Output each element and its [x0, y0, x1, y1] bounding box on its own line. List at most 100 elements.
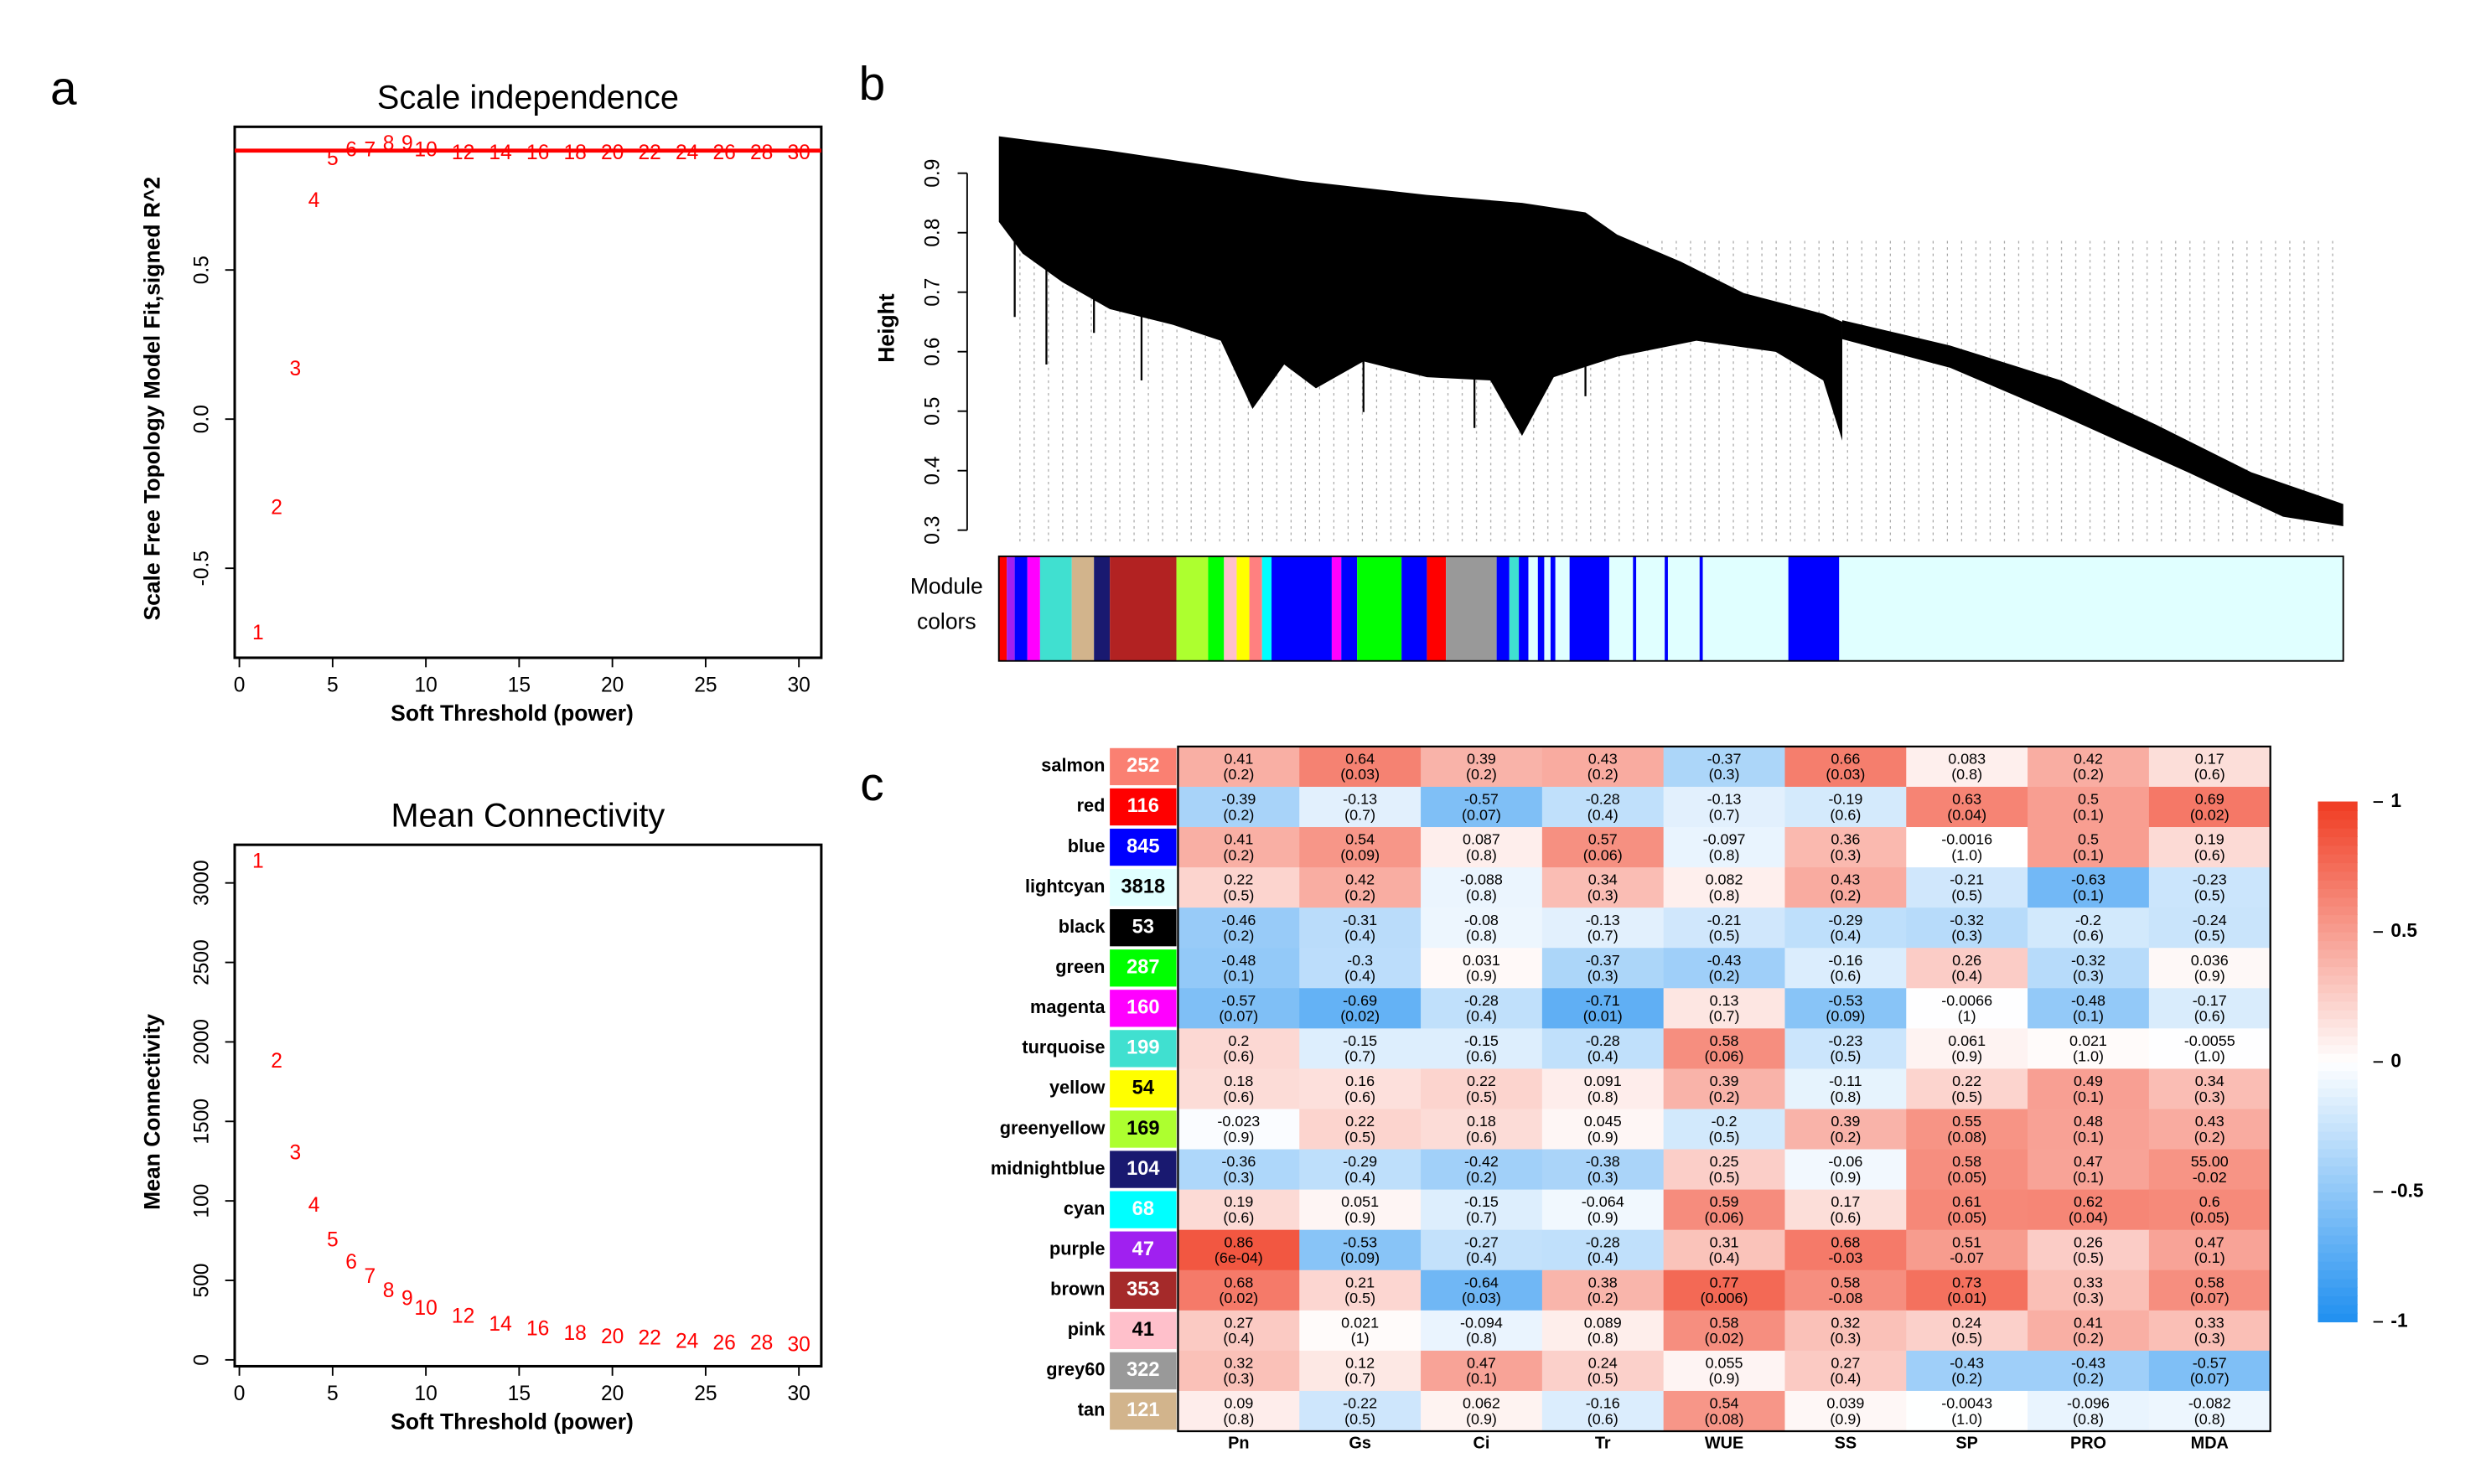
- heatmap-cell: [1421, 746, 1543, 788]
- cell-pvalue: (1.0): [2073, 1048, 2104, 1065]
- cell-pvalue: (0.5): [1709, 928, 1740, 944]
- heatmap-cell: [1784, 1068, 1907, 1110]
- heatmap-frame: [1177, 745, 2271, 1433]
- cell-pvalue: (0.6): [1587, 1410, 1618, 1427]
- cell-value: 0.18: [1467, 1113, 1496, 1130]
- module-size: 121: [1126, 1399, 1159, 1421]
- cell-pvalue: (0.6): [1223, 1048, 1254, 1065]
- cell-pvalue: (0.6): [2073, 928, 2104, 944]
- cell-value: 0.86: [1224, 1233, 1253, 1250]
- heatmap-cell: [1906, 1189, 2028, 1231]
- cell-pvalue: (0.4): [1587, 1249, 1618, 1266]
- point-label: 20: [601, 142, 624, 164]
- heatmap-cell: [1663, 867, 1786, 908]
- heatmap-cell: [1784, 746, 1907, 788]
- cell-value: -0.0016: [1941, 831, 1992, 848]
- cell-pvalue: (0.5): [1587, 1370, 1618, 1387]
- cell-pvalue: (0.02): [1340, 1008, 1380, 1025]
- cell-pvalue: (0.1): [2073, 1129, 2104, 1145]
- cell-pvalue: (0.3): [1587, 968, 1618, 985]
- colorbar-step: [2318, 949, 2358, 959]
- cell-pvalue: (0.2): [1344, 887, 1375, 903]
- point-label: 24: [676, 142, 698, 164]
- colorbar-step: [2318, 1174, 2358, 1184]
- heatmap-cell: [1541, 1310, 1665, 1352]
- module-size: 322: [1126, 1359, 1159, 1381]
- module-swatch: [1110, 1392, 1177, 1430]
- cell-pvalue: (0.2): [2073, 1330, 2104, 1347]
- colorbar-step: [2318, 1052, 2358, 1063]
- point-label: 28: [750, 1331, 773, 1354]
- heatmap-cell: [2028, 1390, 2150, 1432]
- module-swatch: [1110, 1070, 1177, 1108]
- cell-pvalue: (0.8): [1951, 766, 1982, 783]
- x-tick-label: 5: [327, 675, 339, 697]
- colorbar-step: [2318, 1096, 2358, 1106]
- point-label: 22: [638, 1327, 660, 1350]
- heatmap-cell: [1178, 746, 1300, 788]
- cell-value: -0.096: [2067, 1395, 2110, 1412]
- x-tick-label: 0: [234, 1383, 246, 1405]
- y-tick-label: 0.6: [922, 338, 945, 366]
- colorbar-step: [2318, 1113, 2358, 1124]
- cell-value: -0.42: [1464, 1153, 1499, 1170]
- cell-pvalue: (0.8): [1466, 846, 1497, 863]
- colorbar-step: [2318, 1122, 2358, 1132]
- cell-value: 0.54: [1345, 831, 1375, 848]
- cell-value: 0.47: [2195, 1233, 2224, 1250]
- heatmap-cell: [1784, 827, 1907, 868]
- cell-value: -0.088: [1460, 871, 1503, 888]
- cell-value: -0.023: [1217, 1113, 1260, 1130]
- heatmap-cell: [1178, 1149, 1300, 1191]
- point-label: 3: [289, 1141, 301, 1164]
- y-tick-label: 0: [191, 1354, 214, 1366]
- cell-pvalue: (0.8): [1466, 1330, 1497, 1347]
- module-size: 54: [1132, 1078, 1155, 1099]
- cell-value: -0.28: [1464, 992, 1499, 1009]
- cell-pvalue: (0.9): [1951, 1048, 1982, 1065]
- cell-pvalue: (0.6): [1223, 1088, 1254, 1105]
- heatmap-cell: [1421, 786, 1543, 828]
- cell-pvalue: (0.07): [1462, 806, 1501, 823]
- row-label: purple: [1049, 1238, 1105, 1259]
- cell-pvalue: (0.4): [1830, 1370, 1861, 1387]
- x-tick-label: 15: [508, 1383, 531, 1405]
- cell-value: -0.64: [1464, 1274, 1499, 1290]
- colorbar-tick-label: -0.5: [2390, 1179, 2423, 1201]
- heatmap-cell: [1906, 988, 2028, 1029]
- cell-pvalue: (1.0): [1951, 1410, 1982, 1427]
- cell-value: -0.21: [1707, 912, 1742, 928]
- heatmap-cell: [1421, 907, 1543, 949]
- heatmap-cell: [1784, 1189, 1907, 1231]
- cell-value: -0.097: [1703, 831, 1746, 848]
- cell-pvalue: (0.5): [1709, 1129, 1740, 1145]
- cell-value: -0.23: [1828, 1032, 1862, 1049]
- column-label: WUE: [1705, 1434, 1743, 1452]
- row-label: blue: [1068, 835, 1106, 856]
- cell-pvalue: (1.0): [1951, 846, 1982, 863]
- module-size: 3818: [1121, 876, 1166, 897]
- cell-value: -0.15: [1343, 1032, 1377, 1049]
- cell-pvalue: (0.3): [1223, 1370, 1254, 1387]
- cell-value: -0.064: [1582, 1193, 1624, 1210]
- cell-pvalue: (0.4): [1951, 968, 1982, 985]
- heatmap-cell: [1178, 1229, 1300, 1271]
- cell-pvalue: (0.2): [1830, 887, 1861, 903]
- cell-value: 0.062: [1463, 1395, 1500, 1412]
- cell-value: 0.19: [1224, 1193, 1253, 1210]
- heatmap-cell: [1299, 1109, 1422, 1150]
- cell-pvalue: (0.4): [1223, 1330, 1254, 1347]
- heatmap-cell: [1663, 1390, 1786, 1432]
- cell-value: -0.24: [2193, 912, 2227, 928]
- heatmap-cell: [2028, 1068, 2150, 1110]
- heatmap-cell: [1299, 1310, 1422, 1352]
- cell-value: 0.58: [1831, 1274, 1860, 1290]
- point-label: 24: [676, 1331, 698, 1353]
- cell-pvalue: (0.4): [1344, 968, 1375, 985]
- point-label: 9: [401, 1287, 413, 1310]
- colorbar-step: [2318, 1001, 2358, 1011]
- module-swatch: [1110, 949, 1177, 987]
- colorbar-step: [2318, 1104, 2358, 1114]
- cell-pvalue: (0.5): [1709, 1169, 1740, 1186]
- cell-pvalue: (0.2): [2073, 1370, 2104, 1387]
